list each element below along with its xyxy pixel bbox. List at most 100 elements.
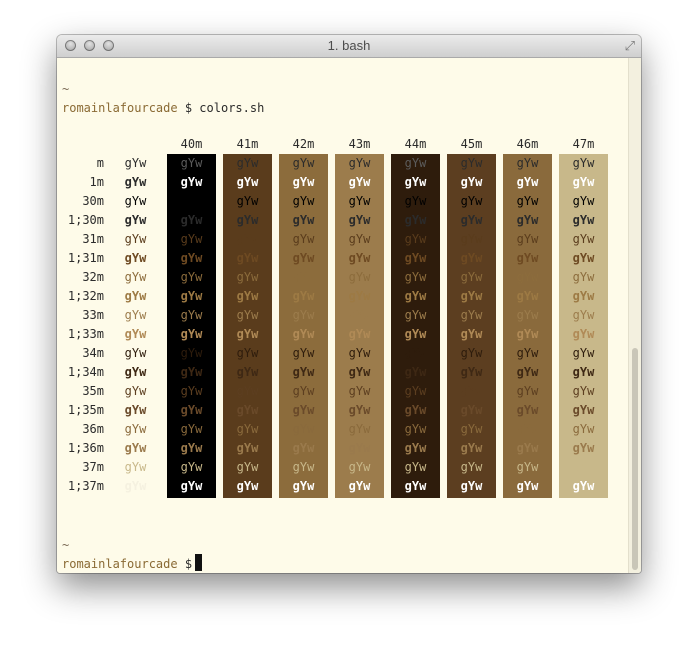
column-header: 44m	[404, 137, 427, 151]
sample-text: gYw	[348, 365, 371, 379]
sample-text: gYw	[348, 175, 371, 189]
sample-text: gYw	[180, 346, 203, 360]
sample-text: gYw	[180, 251, 203, 265]
sample-text: gYw	[292, 403, 315, 417]
sample-text: gYw	[572, 213, 595, 227]
sample-text: gYw	[124, 327, 147, 341]
sample-text: gYw	[180, 403, 203, 417]
sample-text: gYw	[292, 289, 315, 303]
sample-text: gYw	[572, 365, 595, 379]
bg-column	[167, 154, 216, 498]
prompt-line-2: romainlafourcade $	[62, 557, 192, 571]
sample-text: gYw	[572, 479, 595, 493]
sample-text: gYw	[292, 308, 315, 322]
sample-text: gYw	[460, 308, 483, 322]
sample-text: gYw	[348, 251, 371, 265]
sample-text: gYw	[460, 384, 483, 398]
sample-text: gYw	[516, 156, 539, 170]
sample-text: gYw	[516, 384, 539, 398]
sample-text: gYw	[180, 460, 203, 474]
sample-text: gYw	[348, 289, 371, 303]
sample-text: gYw	[236, 213, 259, 227]
sample-text: gYw	[236, 308, 259, 322]
sample-text: gYw	[236, 232, 259, 246]
sample-text: gYw	[404, 479, 427, 493]
sample-text: gYw	[460, 327, 483, 341]
sample-text: gYw	[516, 194, 539, 208]
sample-text: gYw	[572, 194, 595, 208]
row-label: 1;34m	[67, 365, 104, 379]
scrollbar[interactable]	[628, 58, 641, 573]
sample-text: gYw	[180, 232, 203, 246]
sample-text: gYw	[404, 384, 427, 398]
sample-text: gYw	[180, 479, 203, 493]
sample-text: gYw	[460, 403, 483, 417]
sample-text: gYw	[572, 156, 595, 170]
sample-text: gYw	[460, 194, 483, 208]
zoom-button[interactable]	[103, 40, 114, 51]
row-label: 35m	[82, 384, 104, 398]
sample-text: gYw	[124, 384, 147, 398]
sample-text: gYw	[516, 251, 539, 265]
prompt-symbol: $	[184, 101, 193, 115]
sample-text: gYw	[292, 156, 315, 170]
sample-text: gYw	[404, 327, 427, 341]
sample-text: gYw	[572, 270, 595, 284]
sample-text: gYw	[404, 194, 427, 208]
sample-text: gYw	[404, 213, 427, 227]
sample-text: gYw	[124, 232, 147, 246]
prompt-symbol-2: $	[184, 557, 193, 571]
bg-column	[447, 154, 496, 498]
sample-text: gYw	[516, 365, 539, 379]
sample-text: gYw	[292, 365, 315, 379]
row-label: 1m	[89, 175, 104, 189]
minimize-button[interactable]	[84, 40, 95, 51]
sample-text: gYw	[348, 403, 371, 417]
row-label: 34m	[82, 346, 104, 360]
sample-text: gYw	[516, 327, 539, 341]
window-title: 1. bash	[327, 38, 371, 53]
sample-text: gYw	[180, 384, 203, 398]
sample-text: gYw	[460, 479, 483, 493]
sample-text: gYw	[124, 175, 147, 189]
tilde-line-2: ~	[62, 538, 70, 552]
close-button[interactable]	[65, 40, 76, 51]
sample-text: gYw	[180, 365, 203, 379]
fullscreen-icon[interactable]: ⤢	[624, 39, 635, 54]
sample-text: gYw	[516, 289, 539, 303]
sample-text: gYw	[236, 289, 259, 303]
row-label: 1;37m	[67, 479, 104, 493]
scrollbar-thumb[interactable]	[632, 348, 638, 570]
sample-text: gYw	[236, 270, 259, 284]
sample-text: gYw	[516, 479, 539, 493]
sample-text: gYw	[348, 194, 371, 208]
sample-text: gYw	[124, 308, 147, 322]
prompt-user: romainlafourcade	[62, 101, 178, 115]
terminal-window: 1. bash ⤢ ~ romainlafourcade $ colors.sh…	[57, 35, 641, 573]
sample-text: gYw	[516, 175, 539, 189]
sample-text: gYw	[292, 384, 315, 398]
sample-text: gYw	[236, 460, 259, 474]
bg-column	[335, 154, 384, 498]
sample-text: gYw	[348, 460, 371, 474]
terminal-content[interactable]: ~ romainlafourcade $ colors.sh 40m 41m 42m…	[57, 58, 629, 573]
sample-text: gYw	[180, 327, 203, 341]
sample-text: gYw	[180, 308, 203, 322]
title-bar: 1. bash ⤢	[57, 35, 641, 58]
sample-text: gYw	[348, 384, 371, 398]
sample-text: gYw	[348, 346, 371, 360]
sample-text: gYw	[460, 422, 483, 436]
sample-text: gYw	[124, 213, 147, 227]
sample-text: gYw	[516, 213, 539, 227]
sample-text: gYw	[180, 422, 203, 436]
sample-text: gYw	[572, 232, 595, 246]
sample-text: gYw	[124, 460, 147, 474]
sample-text: gYw	[292, 441, 315, 455]
bg-column	[559, 154, 608, 498]
sample-text: gYw	[572, 327, 595, 341]
sample-text: gYw	[180, 213, 203, 227]
sample-text: gYw	[572, 460, 595, 474]
sample-text: gYw	[460, 460, 483, 474]
sample-text: gYw	[292, 346, 315, 360]
sample-text: gYw	[180, 156, 203, 170]
